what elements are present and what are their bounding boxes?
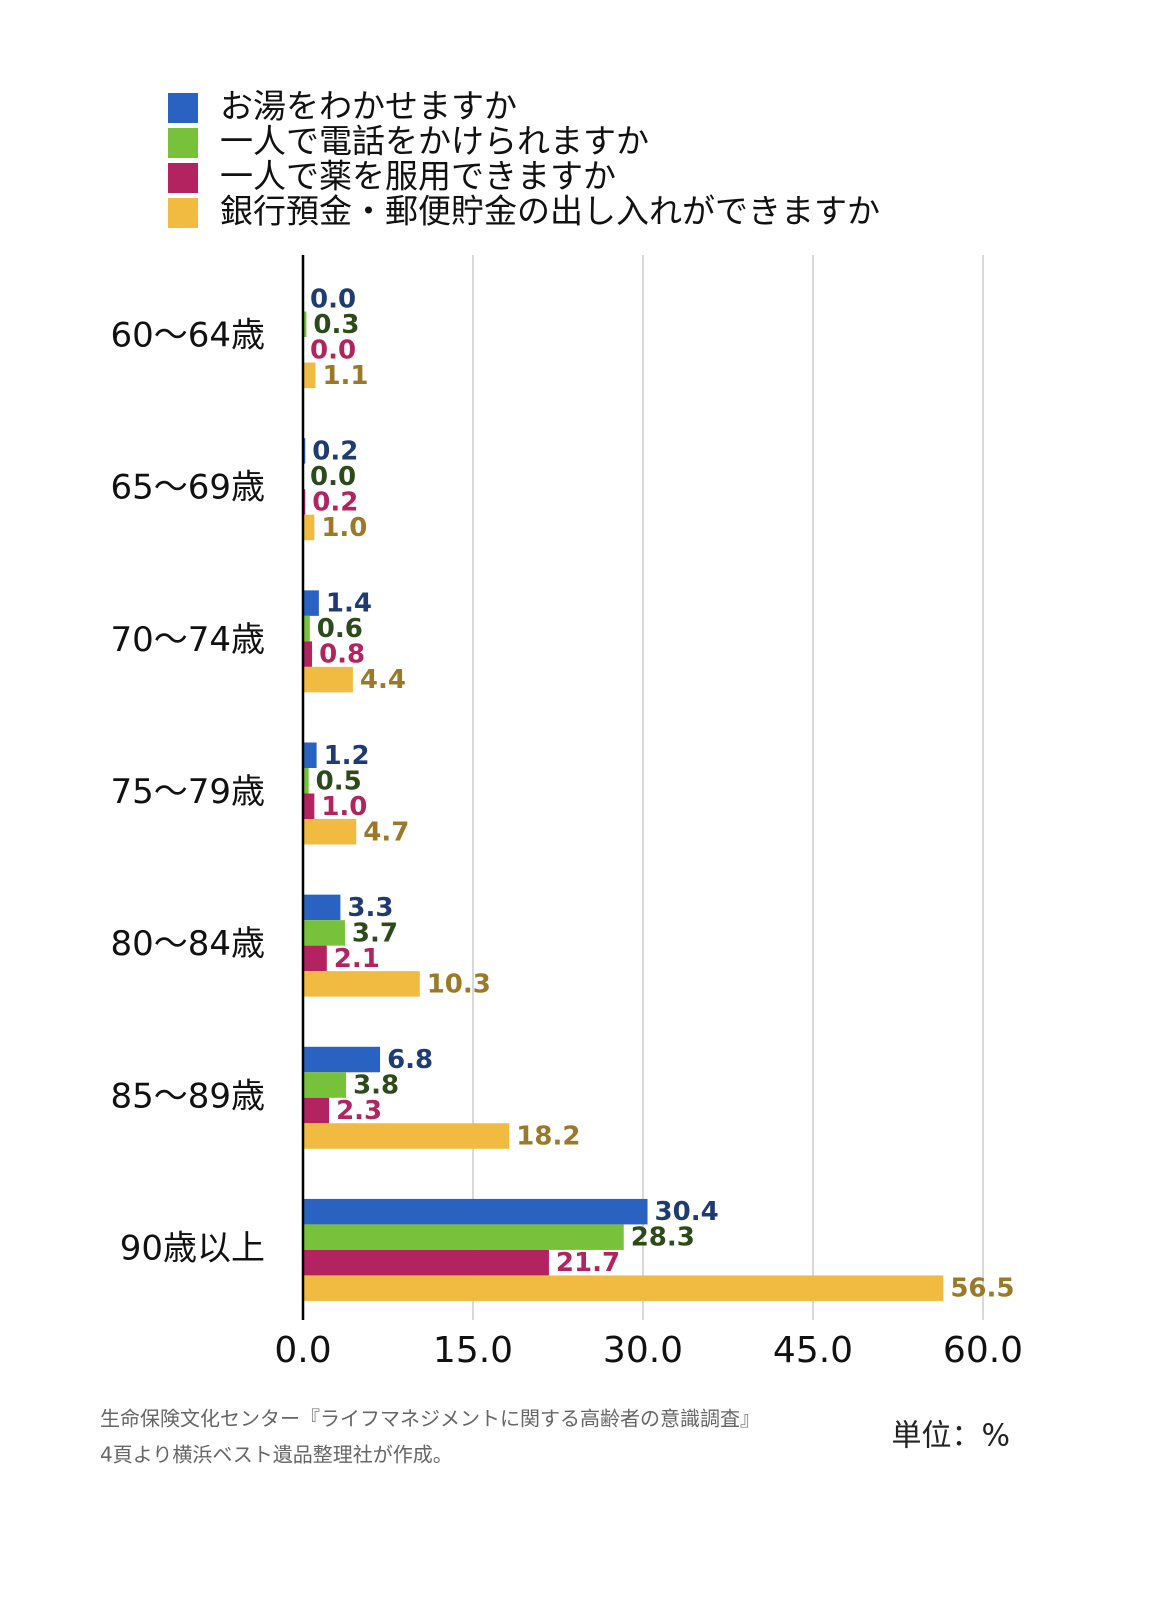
y-tick-label: 75～79歳 xyxy=(110,772,265,812)
data-label: 3.7 xyxy=(352,918,398,948)
bar xyxy=(303,362,316,389)
legend-swatch xyxy=(168,128,198,158)
y-tick-label: 60～64歳 xyxy=(110,316,265,356)
data-label: 1.0 xyxy=(321,792,367,822)
y-tick-label: 85～89歳 xyxy=(110,1076,265,1116)
data-label: 1.4 xyxy=(326,589,372,619)
data-label: 1.0 xyxy=(321,513,367,543)
data-label: 21.7 xyxy=(556,1248,620,1278)
data-label: 0.6 xyxy=(317,614,363,644)
legend-label: 一人で電話をかけられますか xyxy=(220,122,649,161)
bar xyxy=(303,1224,624,1250)
source-note: 4頁より横浜ベスト遺品整理社が作成。 xyxy=(100,1443,453,1467)
bar xyxy=(303,590,319,616)
x-tick-label: 15.0 xyxy=(433,1330,513,1371)
data-label: 2.1 xyxy=(334,944,380,974)
bar xyxy=(303,1198,648,1225)
data-label: 3.8 xyxy=(353,1071,399,1101)
bar xyxy=(303,1275,944,1301)
bar xyxy=(303,1249,549,1276)
bar xyxy=(303,311,307,338)
data-label: 0.2 xyxy=(312,436,358,466)
data-label: 56.5 xyxy=(950,1274,1014,1304)
legend-swatch xyxy=(168,198,198,228)
bar xyxy=(303,793,315,819)
bar xyxy=(303,1123,510,1149)
bar xyxy=(303,1072,347,1098)
bar xyxy=(303,615,310,642)
data-label: 4.7 xyxy=(363,817,409,847)
data-label: 3.3 xyxy=(347,893,393,923)
bar xyxy=(303,641,313,667)
data-label: 0.5 xyxy=(316,766,362,796)
data-label: 1.2 xyxy=(324,741,370,771)
bar xyxy=(303,1097,330,1124)
bar xyxy=(303,819,357,845)
y-tick-label: 70～74歳 xyxy=(110,620,265,660)
data-label: 0.0 xyxy=(310,284,356,314)
data-label: 28.3 xyxy=(631,1223,695,1253)
bar xyxy=(303,514,315,541)
bar xyxy=(303,945,327,972)
bar xyxy=(303,666,353,693)
legend-label: 銀行預金・郵便貯金の出し入れができますか xyxy=(220,192,880,231)
legend-swatch xyxy=(168,93,198,123)
x-tick-label: 60.0 xyxy=(943,1330,1023,1371)
bar xyxy=(303,1046,381,1073)
data-label: 0.2 xyxy=(312,487,358,517)
bar xyxy=(303,894,341,921)
data-label: 4.4 xyxy=(360,665,406,695)
legend-swatch xyxy=(168,163,198,193)
x-tick-label: 0.0 xyxy=(274,1330,331,1371)
unit-label: 単位：% xyxy=(891,1419,1010,1454)
x-tick-label: 45.0 xyxy=(773,1330,853,1371)
bar xyxy=(303,742,317,768)
data-label: 18.2 xyxy=(516,1122,580,1152)
data-label: 0.8 xyxy=(319,640,365,670)
data-label: 1.1 xyxy=(322,361,368,391)
data-label: 0.0 xyxy=(310,335,356,365)
data-label: 0.0 xyxy=(310,462,356,492)
y-tick-label: 80～84歳 xyxy=(110,924,265,964)
data-label: 2.3 xyxy=(336,1096,382,1126)
y-tick-label: 65～69歳 xyxy=(110,468,265,508)
bar xyxy=(303,768,309,794)
bar xyxy=(303,920,345,946)
x-tick-label: 30.0 xyxy=(603,1330,683,1371)
data-label: 10.3 xyxy=(427,969,491,999)
source-note: 生命保険文化センター『ライフマネジメントに関する高齢者の意識調査』 xyxy=(100,1407,760,1431)
bar xyxy=(303,971,420,997)
legend-label: お湯をわかせますか xyxy=(220,87,517,126)
legend-label: 一人で薬を服用できますか xyxy=(220,157,616,196)
data-label: 30.4 xyxy=(655,1197,719,1227)
data-label: 6.8 xyxy=(387,1045,433,1075)
data-label: 0.3 xyxy=(313,310,359,340)
y-tick-label: 90歳以上 xyxy=(120,1228,265,1268)
